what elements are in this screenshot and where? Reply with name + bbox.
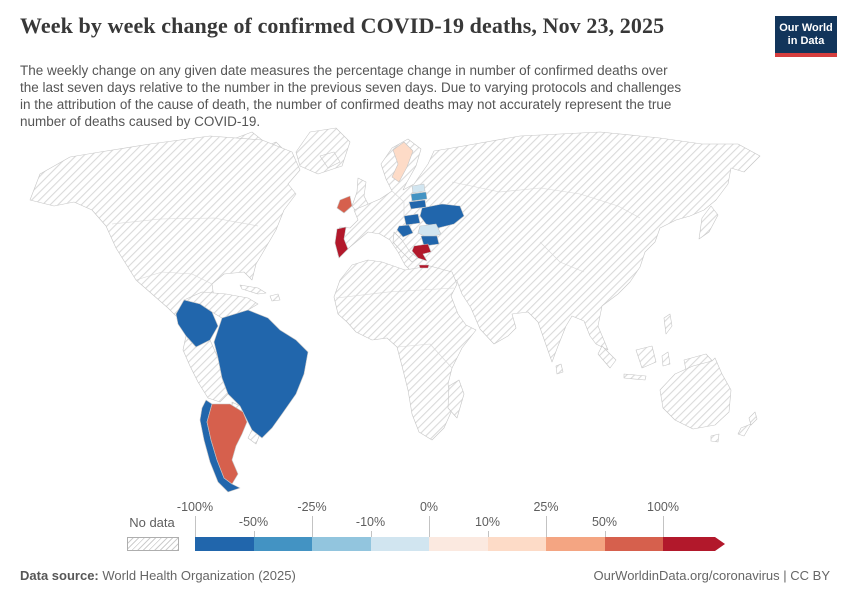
legend-bin-2[interactable] <box>312 537 371 551</box>
subtitle-line: The weekly change on any given date meas… <box>20 63 668 78</box>
region-iceland[interactable] <box>319 151 341 169</box>
region-australia[interactable] <box>659 357 732 430</box>
country-croatia[interactable] <box>396 224 414 238</box>
region-north-america[interactable] <box>29 135 301 325</box>
subtitle-line: the last seven days relative to the numb… <box>20 80 682 95</box>
world-map[interactable] <box>0 122 850 504</box>
data-source: Data source: World Health Organization (… <box>20 568 296 583</box>
no-data-swatch[interactable] <box>127 537 179 551</box>
map-legend: No data -100% -50% -25% -10% 0% 10% 25% 50% 100% <box>0 500 850 558</box>
country-portugal[interactable] <box>334 226 349 259</box>
footer: Data source: World Health Organization (… <box>20 568 830 583</box>
subtitle-line: number of deaths caused by COVID-19. <box>20 114 261 129</box>
region-sulawesi[interactable] <box>661 351 671 367</box>
attribution[interactable]: OurWorldinData.org/coronavirus | CC BY <box>593 568 830 583</box>
legend-tick-label: 25% <box>533 500 559 514</box>
subtitle-line: in the attribution of the cause of death… <box>20 97 672 112</box>
legend-bin-5[interactable] <box>487 537 546 551</box>
region-sri-lanka[interactable] <box>555 363 564 375</box>
legend-tick-label: 100% <box>647 500 679 514</box>
country-greece-crete[interactable] <box>418 264 430 269</box>
legend-tick-line <box>604 531 606 537</box>
region-borneo[interactable] <box>635 345 657 369</box>
owid-logo-line2: in Data <box>787 35 825 47</box>
legend-tick-line <box>312 516 313 537</box>
region-madagascar[interactable] <box>447 379 465 419</box>
legend-tick-label: 0% <box>419 500 439 514</box>
country-borders <box>579 193 641 219</box>
country-argentina[interactable] <box>206 403 248 485</box>
country-borders <box>111 217 259 227</box>
region-new-zealand[interactable] <box>737 423 752 437</box>
chart-subtitle: The weekly change on any given date meas… <box>20 62 681 130</box>
legend-bin-4[interactable] <box>429 537 488 551</box>
country-ukraine[interactable] <box>419 203 465 229</box>
legend-tick-label: -50% <box>238 515 269 529</box>
legend-tick-line <box>253 531 255 537</box>
country-greece[interactable] <box>411 243 432 262</box>
legend-bin-0[interactable] <box>195 537 254 551</box>
country-bulgaria[interactable] <box>420 235 440 247</box>
country-brazil[interactable] <box>213 309 309 439</box>
legend-bin-3[interactable] <box>370 537 429 551</box>
region-cuba[interactable] <box>239 284 267 295</box>
country-hungary[interactable] <box>403 213 421 226</box>
country-latvia[interactable] <box>410 191 428 202</box>
country-borders <box>451 181 581 195</box>
region-africa[interactable] <box>333 259 477 441</box>
legend-tick-label: 50% <box>591 515 618 529</box>
country-borders <box>335 287 455 299</box>
legend-tick-line <box>663 516 664 537</box>
legend-color-bar <box>195 537 725 551</box>
legend-tick-label: 10% <box>474 515 501 529</box>
region-hispaniola[interactable] <box>269 293 281 302</box>
legend-tick-line <box>546 516 547 537</box>
country-borders <box>397 343 453 369</box>
legend-bin-8[interactable] <box>663 537 725 551</box>
owid-logo[interactable]: Our World in Data <box>775 16 837 57</box>
legend-tick-line <box>195 516 196 537</box>
legend-tick-line <box>429 516 430 537</box>
no-data-label: No data <box>129 515 175 530</box>
legend-tick-line <box>487 531 489 537</box>
country-sweden[interactable] <box>391 141 414 183</box>
legend-tick-label: -100% <box>176 500 214 514</box>
region-new-zealand[interactable] <box>748 411 758 426</box>
owid-logo-box: Our World in Data <box>775 16 837 53</box>
legend-tick-label: -10% <box>355 515 386 529</box>
country-borders <box>391 190 405 216</box>
region-greenland[interactable] <box>295 127 351 175</box>
region-philippines[interactable] <box>663 313 673 335</box>
region-japan[interactable] <box>698 205 719 240</box>
legend-bin-7[interactable] <box>604 537 663 551</box>
region-sumatra[interactable] <box>597 345 617 369</box>
country-borders <box>539 241 585 273</box>
owid-logo-line1: Our World <box>779 22 833 34</box>
region-java[interactable] <box>623 373 647 381</box>
data-source-label: Data source: <box>20 568 99 583</box>
owid-logo-accent-bar <box>775 53 837 57</box>
country-estonia[interactable] <box>411 183 426 194</box>
region-eurasia[interactable] <box>335 131 761 363</box>
legend-tick-label: -25% <box>297 500 327 514</box>
data-source-value: World Health Organization (2025) <box>98 568 296 583</box>
region-italy[interactable] <box>392 231 419 263</box>
legend-tick-line <box>370 531 372 537</box>
legend-bin-6[interactable] <box>546 537 605 551</box>
country-borders <box>135 271 213 285</box>
country-ireland[interactable] <box>336 195 353 214</box>
country-colombia[interactable] <box>175 299 219 348</box>
region-tasmania[interactable] <box>710 433 720 443</box>
legend-bin-1[interactable] <box>253 537 312 551</box>
page-title: Week by week change of confirmed COVID-1… <box>20 13 665 38</box>
